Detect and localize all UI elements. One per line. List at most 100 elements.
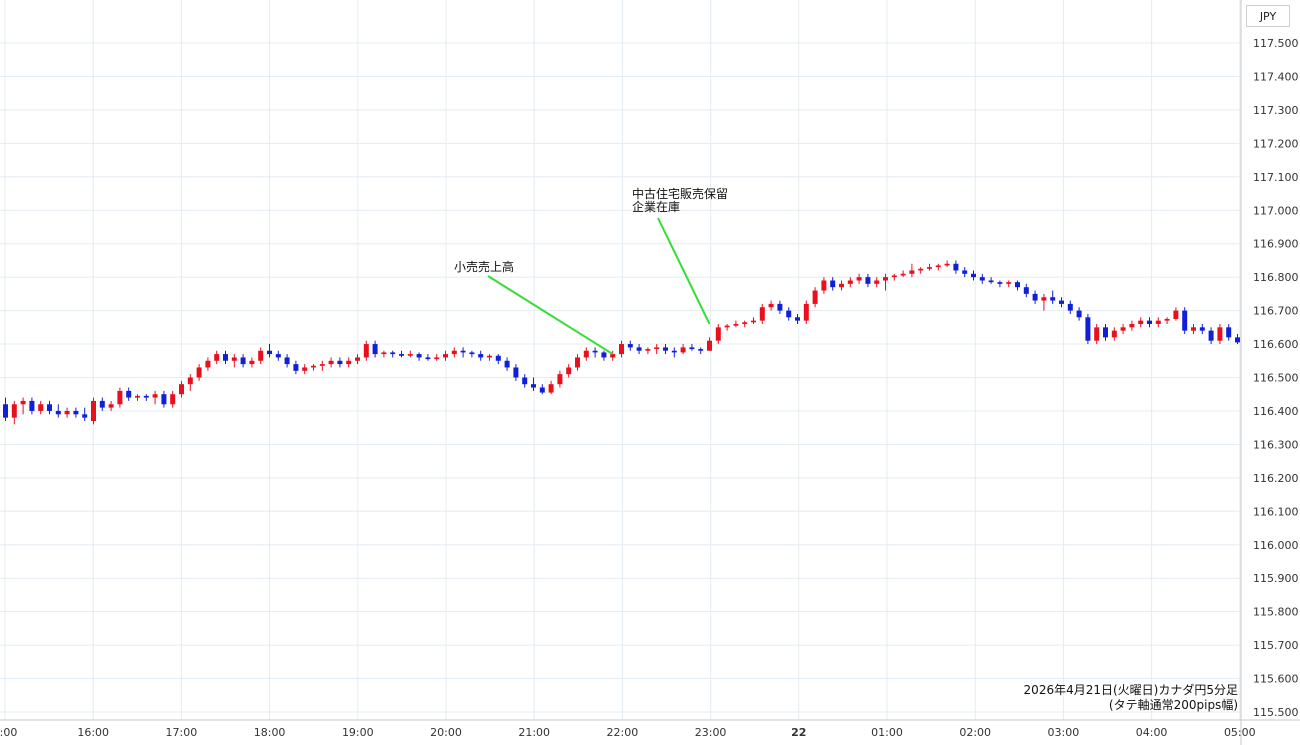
candle-body [1235, 337, 1240, 343]
candle-body [55, 410, 61, 415]
candle-body [284, 357, 290, 365]
y-tick-label: 116.000 [1253, 539, 1299, 552]
candle-body [803, 303, 809, 321]
candle-body [1059, 300, 1064, 304]
candle-body [768, 303, 774, 308]
candle-body [856, 277, 862, 281]
y-tick-label: 115.600 [1253, 673, 1299, 686]
candle-body [786, 310, 792, 318]
candle-body [812, 290, 818, 304]
candle-body [311, 365, 316, 368]
y-tick-label: 115.800 [1253, 606, 1299, 619]
x-tick-label: 20:00 [430, 726, 462, 739]
candle-body [267, 350, 272, 355]
chart-caption: 2026年4月21日(火曜日)カナダ円5分足 (タテ軸通常200pips幅) [1024, 683, 1238, 713]
caption-line-1: 2026年4月21日(火曜日)カナダ円5分足 [1023, 683, 1238, 697]
candle-body [1191, 327, 1196, 331]
candle-body [99, 400, 105, 408]
candle-body [1111, 330, 1117, 338]
candle-body [196, 367, 202, 378]
candle-body [355, 357, 360, 361]
candle-body [671, 350, 677, 353]
candle-body [126, 390, 132, 398]
candle-body [1155, 320, 1161, 324]
y-tick-label: 116.300 [1253, 438, 1299, 451]
x-tick-label: 02:00 [959, 726, 991, 739]
annotation-pointer [657, 217, 711, 325]
candle-body [1217, 327, 1223, 341]
x-tick-label: 5:00 [0, 726, 17, 739]
candle-body [460, 350, 466, 353]
candle-body [1208, 330, 1214, 341]
caption-line-2: (タテ軸通常200pips幅) [1108, 698, 1238, 712]
y-tick-label: 117.500 [1253, 37, 1299, 50]
candle-body [487, 355, 492, 358]
y-tick-label: 116.800 [1253, 271, 1299, 284]
candle-body [1085, 317, 1091, 341]
candle-body [1050, 297, 1056, 301]
candle-body [135, 395, 140, 398]
candle-body [1006, 282, 1012, 284]
candle-body [1015, 282, 1020, 288]
candle-body [1138, 320, 1144, 324]
candle-body [1041, 297, 1047, 301]
currency-label[interactable]: JPY [1246, 5, 1290, 27]
candle-body [953, 263, 959, 271]
candle-body [319, 364, 325, 366]
candle-body [1076, 310, 1082, 318]
candle-body [187, 377, 193, 385]
candle-body [29, 400, 35, 411]
candle-body [416, 354, 422, 358]
annotation-label: 小売売上高 [454, 260, 515, 274]
candle-body [883, 277, 888, 281]
candle-body [1094, 327, 1100, 341]
candle-body [407, 354, 413, 356]
candle-body [557, 374, 563, 385]
x-tick-label: 22:00 [607, 726, 639, 739]
candle-body [935, 265, 941, 268]
candle-body [742, 322, 748, 324]
candle-body [962, 270, 968, 274]
candle-body [997, 282, 1003, 284]
candle-body [566, 367, 572, 375]
y-tick-label: 115.700 [1253, 639, 1299, 652]
y-tick-label: 116.900 [1253, 238, 1299, 251]
candle-body [1226, 327, 1232, 338]
candle-body [249, 360, 255, 365]
candle-body [918, 268, 924, 271]
candle-body [363, 344, 369, 358]
candle-body [777, 303, 783, 311]
candle-body [20, 400, 26, 405]
candle-body [821, 280, 827, 291]
candle-body [839, 283, 844, 288]
x-tick-label: 17:00 [166, 726, 198, 739]
y-tick-label: 117.000 [1253, 204, 1299, 217]
annotation-label: 中古住宅販売保留 企業在庫 [632, 187, 729, 214]
candle-body [434, 357, 440, 360]
candle-body [1182, 310, 1188, 331]
candle-body [531, 384, 536, 388]
candle-body [971, 273, 976, 278]
candle-body [759, 307, 765, 321]
candle-body [170, 394, 176, 405]
candle-body [592, 350, 598, 353]
candle-body [214, 354, 220, 361]
candle-body [619, 344, 624, 355]
x-tick-label: 23:00 [695, 726, 727, 739]
x-tick-label: 01:00 [871, 726, 903, 739]
x-tick-label: 18:00 [254, 726, 286, 739]
candle-body [707, 340, 712, 351]
candle-body [223, 354, 228, 361]
annotation-pointer [487, 275, 614, 355]
y-tick-label: 117.200 [1253, 137, 1299, 150]
candle-body [337, 360, 343, 365]
candle-body [1120, 327, 1126, 331]
candle-body [979, 277, 985, 281]
candle-body [1164, 318, 1170, 321]
candle-body [205, 360, 211, 368]
candle-body [372, 344, 378, 355]
candle-body [865, 277, 871, 284]
x-tick-label: 03:00 [1048, 726, 1080, 739]
x-tick-label: 16:00 [77, 726, 109, 739]
candle-body [1103, 327, 1108, 338]
